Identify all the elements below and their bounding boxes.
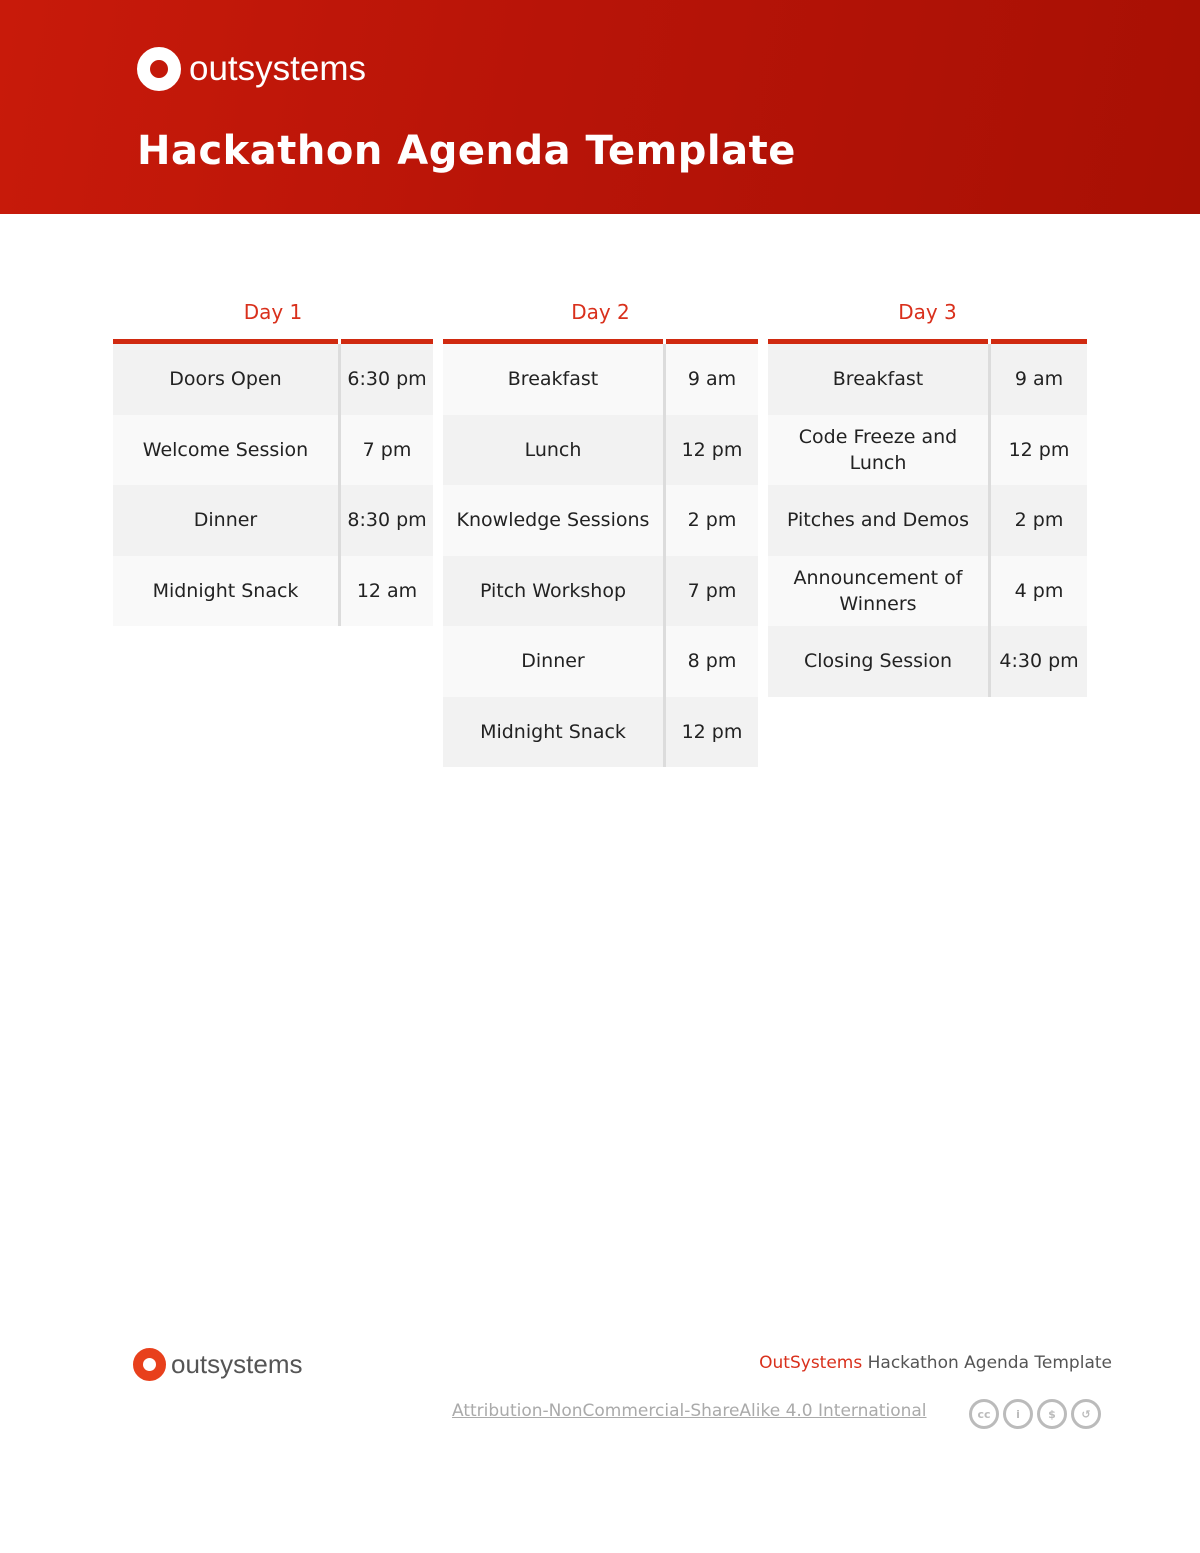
footer-brand: OutSystems: [759, 1353, 863, 1373]
time-cell: 8:30 pm: [341, 485, 433, 556]
event-cell: Midnight Snack: [113, 555, 341, 626]
time-cell: 6:30 pm: [341, 344, 433, 415]
table-row: Lunch 12 pm: [443, 414, 758, 485]
table-row: Dinner 8 pm: [443, 626, 758, 697]
logo-text: outsystems: [171, 1349, 303, 1379]
time-cell: 9 am: [991, 344, 1087, 415]
day-heading: Day 2: [571, 300, 630, 324]
time-cell: 9 am: [666, 344, 758, 415]
license-icons: cc i $ ↺: [969, 1399, 1101, 1429]
table-row: Closing Session 4:30 pm: [768, 626, 1087, 697]
event-cell: Welcome Session: [113, 414, 341, 485]
event-cell: Breakfast: [768, 344, 991, 415]
license-link[interactable]: Attribution-NonCommercial-ShareAlike 4.0…: [452, 1401, 927, 1421]
page-title: Hackathon Agenda Template: [137, 128, 796, 174]
time-cell: 2 pm: [991, 485, 1087, 556]
table-row: Dinner 8:30 pm: [113, 485, 433, 556]
event-cell: Breakfast: [443, 344, 666, 415]
time-cell: 4 pm: [991, 555, 1087, 626]
logo-mark-icon: [133, 1348, 166, 1381]
event-cell: Doors Open: [113, 344, 341, 415]
cc-icon: cc: [969, 1399, 999, 1429]
table-row: Breakfast 9 am: [768, 344, 1087, 415]
time-cell: 7 pm: [666, 555, 758, 626]
header-banner: [0, 0, 1200, 214]
table-header-bar: [113, 339, 433, 344]
table-row: Announcement of Winners 4 pm: [768, 555, 1087, 626]
agenda-table: Doors Open 6:30 pm Welcome Session 7 pm Dinn…: [113, 339, 433, 626]
time-cell: 12 pm: [991, 414, 1087, 485]
agenda-table: Breakfast 9 am Lunch 12 pm Knowledge Session…: [443, 339, 758, 767]
sa-icon: ↺: [1071, 1399, 1101, 1429]
time-cell: 2 pm: [666, 485, 758, 556]
by-icon: i: [1003, 1399, 1033, 1429]
table-row: Midnight Snack 12 am: [113, 555, 433, 626]
event-cell: Pitch Workshop: [443, 555, 666, 626]
table-row: Knowledge Sessions 2 pm: [443, 485, 758, 556]
time-cell: 12 am: [341, 555, 433, 626]
footer-logo: outsystems: [133, 1348, 303, 1381]
nc-icon: $: [1037, 1399, 1067, 1429]
table-row: Welcome Session 7 pm: [113, 414, 433, 485]
table-row: Pitches and Demos 2 pm: [768, 485, 1087, 556]
table-header-bar: [443, 339, 758, 344]
table-row: Doors Open 6:30 pm: [113, 344, 433, 415]
event-cell: Announcement of Winners: [768, 555, 991, 626]
day-heading: Day 1: [243, 300, 303, 324]
header-logo: outsystems: [137, 47, 366, 91]
time-cell: 8 pm: [666, 626, 758, 697]
event-cell: Dinner: [113, 485, 341, 556]
logo-mark-icon: [137, 47, 181, 91]
time-cell: 12 pm: [666, 696, 758, 767]
event-cell: Dinner: [443, 626, 666, 697]
table-row: Midnight Snack 12 pm: [443, 696, 758, 767]
event-cell: Midnight Snack: [443, 696, 666, 767]
event-cell: Closing Session: [768, 626, 991, 697]
event-cell: Lunch: [443, 414, 666, 485]
table-row: Code Freeze and Lunch 12 pm: [768, 414, 1087, 485]
time-cell: 4:30 pm: [991, 626, 1087, 697]
footer-title: Hackathon Agenda Template: [867, 1353, 1112, 1373]
table-row: Breakfast 9 am: [443, 344, 758, 415]
table-header-bar: [768, 339, 1087, 344]
logo-text: outsystems: [189, 49, 366, 88]
footer-doc-title: OutSystems Hackathon Agenda Template: [759, 1353, 1112, 1373]
event-cell: Knowledge Sessions: [443, 485, 666, 556]
event-cell: Pitches and Demos: [768, 485, 991, 556]
time-cell: 12 pm: [666, 414, 758, 485]
time-cell: 7 pm: [341, 414, 433, 485]
event-cell: Code Freeze and Lunch: [768, 414, 991, 485]
table-row: Pitch Workshop 7 pm: [443, 555, 758, 626]
agenda-table: Breakfast 9 am Code Freeze and Lunch 12 pm P…: [768, 339, 1087, 697]
day-heading: Day 3: [898, 300, 957, 324]
